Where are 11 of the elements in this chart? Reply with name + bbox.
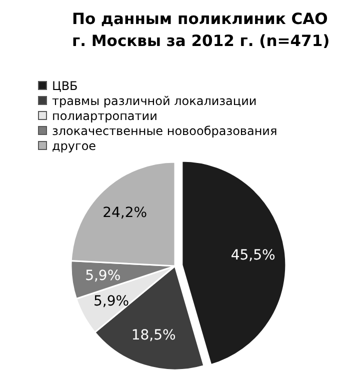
legend-label: ЦВБ	[52, 78, 78, 92]
data-label: 45,5%	[230, 248, 276, 264]
legend-label: травмы различной локализации	[52, 94, 257, 108]
data-label: 24,2%	[102, 205, 148, 222]
legend-label: злокачественные новообразования	[52, 124, 278, 138]
data-label: 5,9%	[85, 268, 121, 284]
chart-title: По данным поликлиник САО г. Москвы за 2012 г. (n=471)	[72, 9, 330, 52]
legend-label: другое	[52, 138, 96, 152]
data-label: 18,5%	[131, 328, 176, 344]
data-label: 5,9%	[94, 293, 130, 310]
legend-label: полиартропатии	[52, 108, 158, 122]
